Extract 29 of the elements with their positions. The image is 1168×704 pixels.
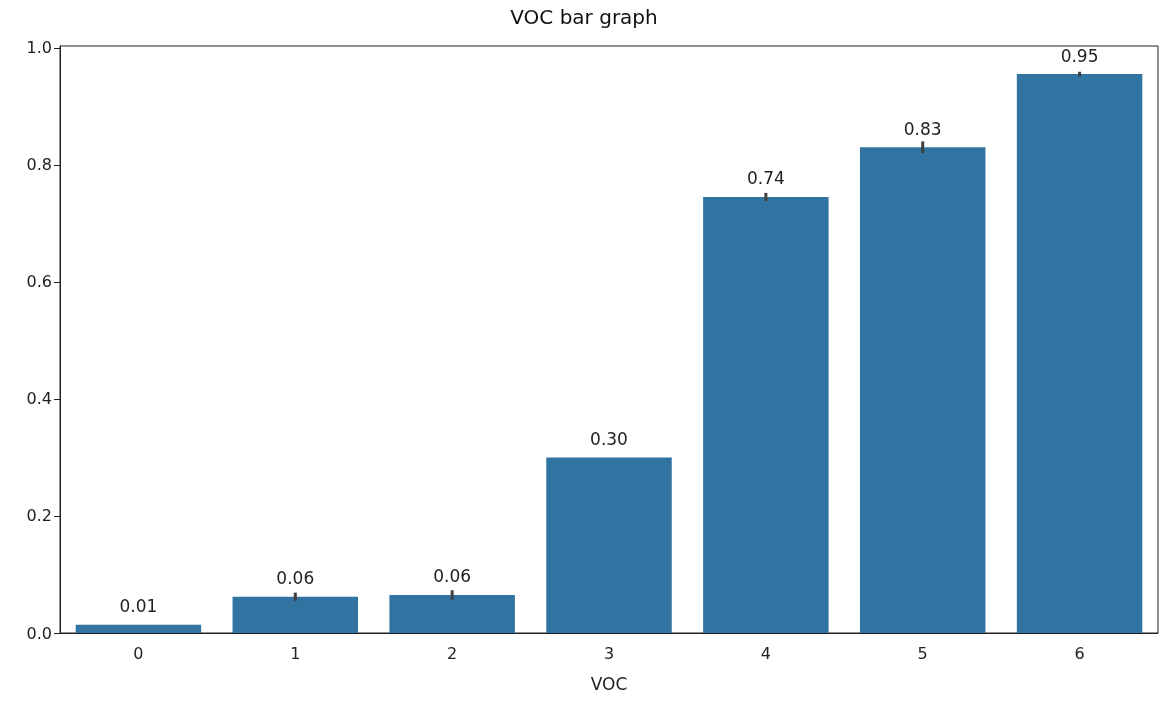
data-label: 0.01 — [119, 596, 158, 617]
x-tick-label: 4 — [760, 643, 771, 663]
data-label: 0.30 — [590, 428, 628, 449]
y-tick-label: 0.6 — [26, 272, 52, 292]
data-label: 0.74 — [746, 168, 785, 189]
y-tick-label: 0.8 — [26, 155, 52, 175]
data-label: 0.83 — [903, 118, 942, 139]
data-label: 0.95 — [1060, 45, 1099, 66]
x-tick-label: 0 — [133, 643, 144, 663]
bar — [389, 594, 515, 633]
x-tick-label: 6 — [1074, 643, 1085, 663]
bar — [232, 596, 359, 633]
chart-title: VOC bar graph — [510, 5, 658, 29]
bar — [859, 147, 986, 633]
y-tick-label: 0.4 — [26, 389, 52, 409]
bar — [1016, 74, 1143, 633]
y-tick-label: 0.0 — [26, 623, 52, 643]
bar — [75, 624, 202, 633]
bar — [703, 196, 829, 633]
x-axis-title: VOC — [590, 673, 628, 694]
y-tick-label: 0.2 — [26, 506, 52, 526]
x-tick-label: 1 — [290, 643, 301, 663]
data-label: 0.06 — [433, 566, 472, 587]
x-tick-label: 2 — [447, 643, 458, 663]
y-tick-label: 1.0 — [26, 38, 52, 58]
data-label: 0.06 — [276, 568, 315, 589]
x-tick-label: 3 — [603, 643, 615, 663]
bar — [546, 457, 672, 633]
x-tick-label: 5 — [917, 643, 928, 663]
